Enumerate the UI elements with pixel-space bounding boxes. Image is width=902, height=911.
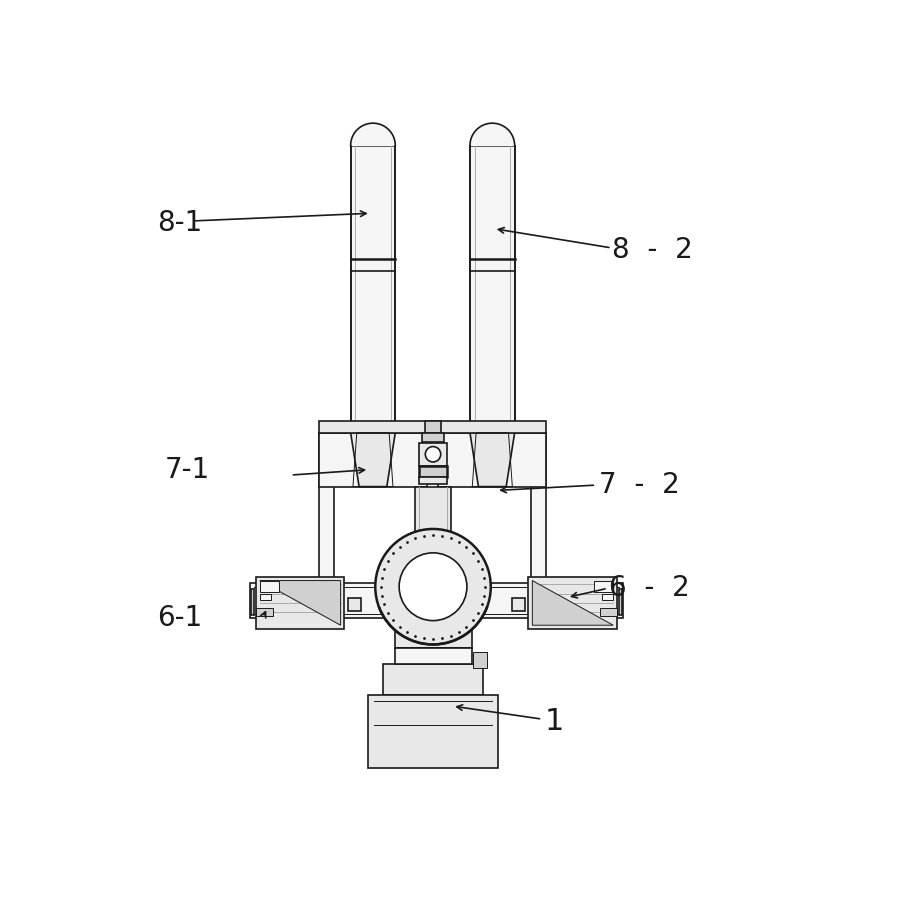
Circle shape: [399, 553, 467, 620]
Bar: [351, 146, 395, 433]
Bar: [394, 614, 472, 649]
Bar: [394, 649, 472, 664]
Polygon shape: [470, 123, 515, 146]
Polygon shape: [532, 580, 613, 625]
Bar: [419, 466, 446, 476]
Bar: [594, 580, 613, 592]
Bar: [260, 594, 272, 599]
Bar: [415, 486, 452, 564]
Bar: [529, 577, 617, 630]
Bar: [419, 476, 446, 485]
Text: 8  -  2: 8 - 2: [612, 236, 693, 264]
Text: 7-1: 7-1: [165, 456, 210, 484]
Bar: [530, 433, 547, 579]
Bar: [511, 599, 525, 611]
Bar: [260, 580, 279, 592]
Polygon shape: [351, 123, 395, 146]
Polygon shape: [252, 589, 254, 615]
Bar: [438, 433, 547, 486]
Text: 7  -  2: 7 - 2: [599, 471, 679, 499]
Bar: [319, 433, 335, 579]
Text: 6-1: 6-1: [157, 603, 203, 631]
Polygon shape: [470, 433, 515, 486]
Circle shape: [426, 446, 441, 462]
Polygon shape: [619, 589, 621, 615]
Bar: [347, 599, 362, 611]
Bar: [422, 433, 444, 442]
Text: 1: 1: [545, 707, 564, 736]
Bar: [256, 577, 345, 630]
Text: 8-1: 8-1: [157, 210, 203, 237]
Bar: [319, 433, 427, 486]
Bar: [367, 694, 499, 768]
Circle shape: [375, 529, 491, 644]
Bar: [426, 421, 441, 433]
Bar: [600, 609, 617, 616]
Bar: [319, 421, 547, 433]
Bar: [383, 664, 483, 694]
Bar: [250, 583, 623, 618]
Polygon shape: [351, 433, 395, 486]
Bar: [473, 652, 487, 668]
Text: 6  -  2: 6 - 2: [610, 574, 690, 602]
Bar: [419, 443, 446, 466]
Bar: [256, 609, 273, 616]
Bar: [470, 146, 515, 433]
Bar: [602, 594, 613, 599]
Polygon shape: [260, 580, 341, 625]
